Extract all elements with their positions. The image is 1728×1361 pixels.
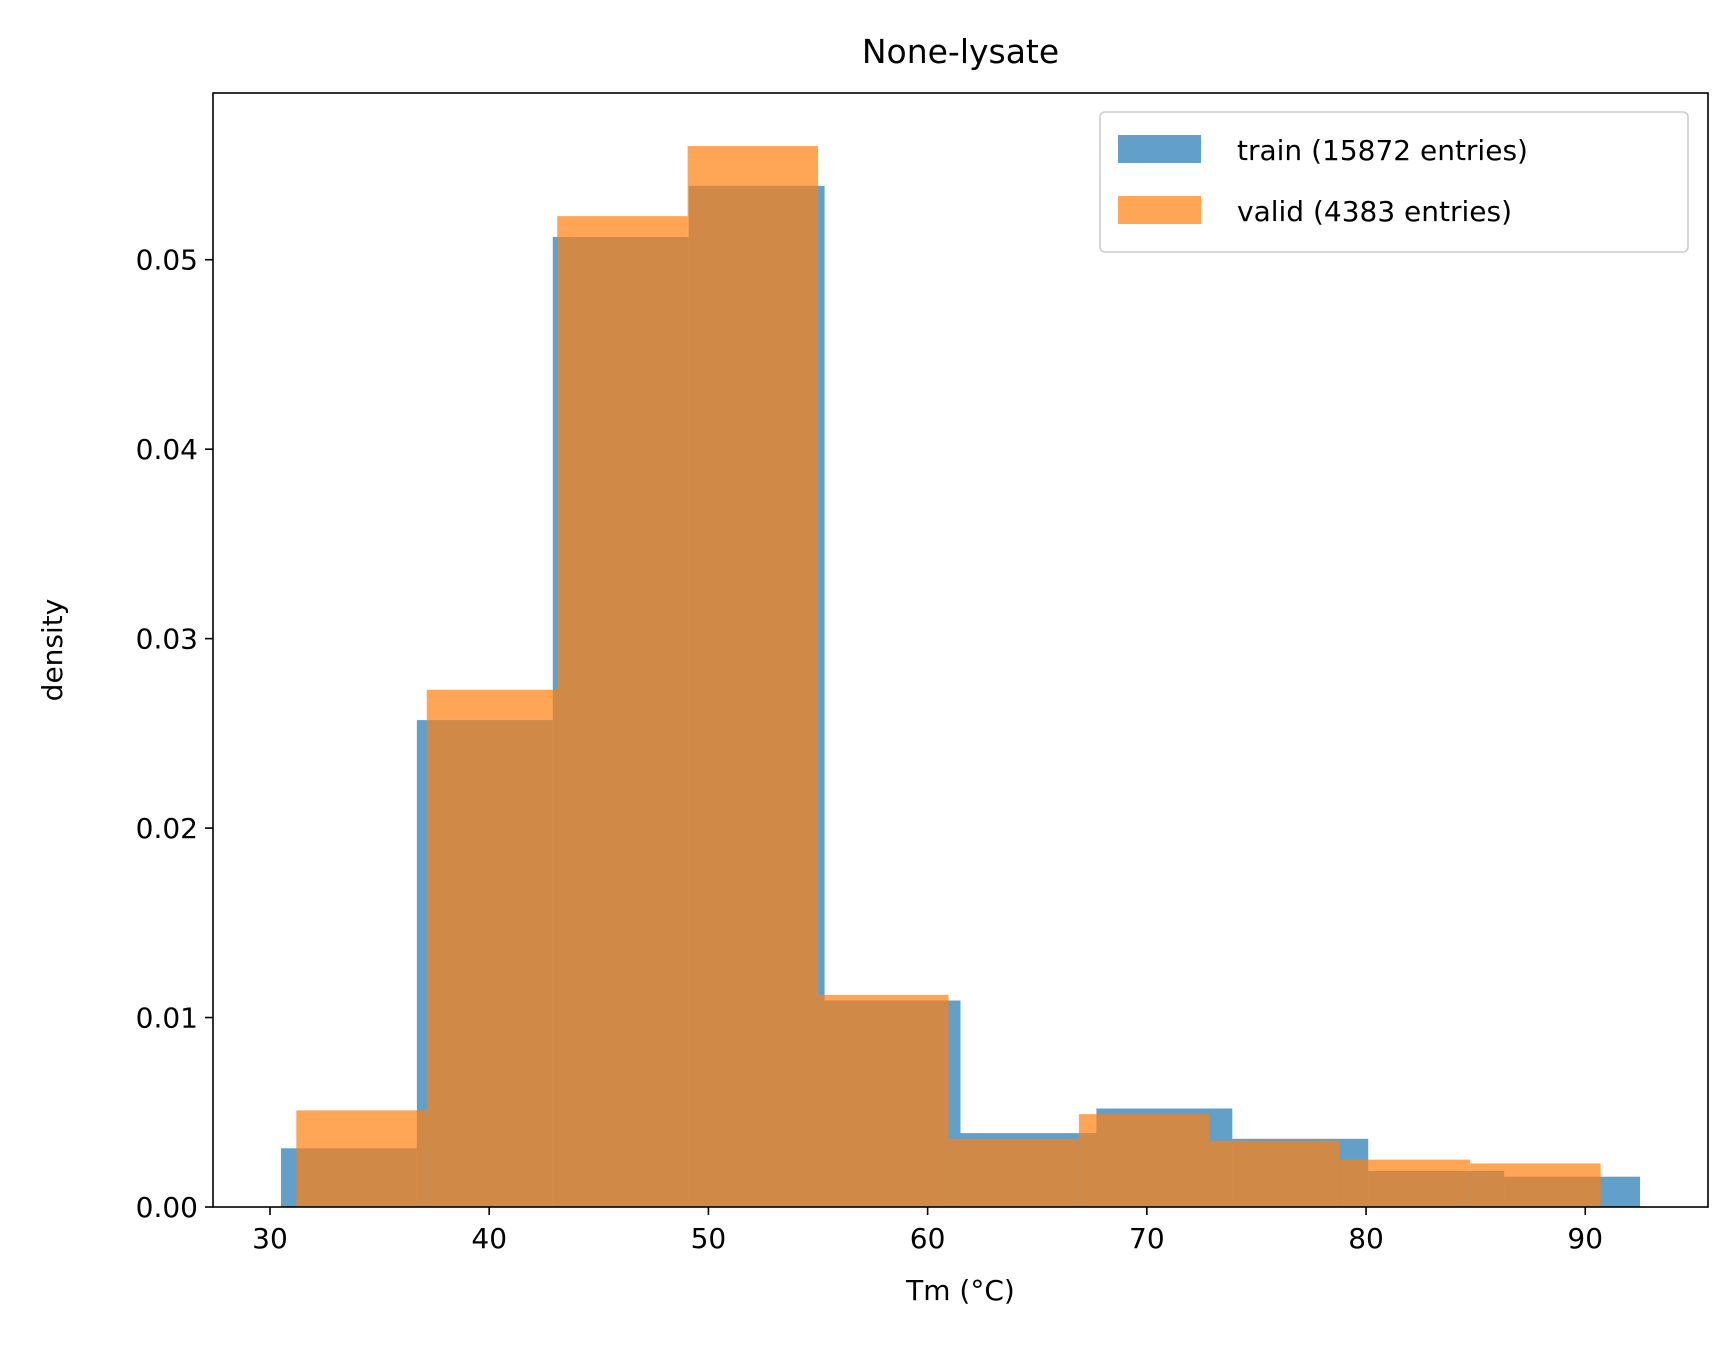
bars-layer — [280, 146, 1641, 1208]
x-tick-label: 80 — [1348, 1222, 1384, 1255]
x-axis-title: Tm (°C) — [905, 1274, 1015, 1307]
legend-label-valid: valid (4383 entries) — [1237, 195, 1512, 228]
legend-swatch-train — [1118, 135, 1201, 163]
x-tick-label: 40 — [471, 1222, 507, 1255]
x-tick-label: 30 — [252, 1222, 288, 1255]
y-tick-label: 0.02 — [136, 812, 198, 845]
x-tick-label: 70 — [1129, 1222, 1165, 1255]
y-tick-label: 0.01 — [136, 1002, 198, 1035]
bar-valid-1 — [426, 689, 558, 1207]
y-axis: 0.00 0.01 0.02 0.03 0.04 0.05 — [136, 244, 213, 1224]
y-tick-label: 0.03 — [136, 623, 198, 656]
y-tick-label: 0.00 — [136, 1191, 198, 1224]
bar-valid-6 — [1078, 1114, 1210, 1207]
y-tick-label: 0.05 — [136, 244, 198, 277]
bar-valid-3 — [687, 146, 819, 1208]
plot-frame — [212, 92, 1709, 1208]
x-axis: 30 40 50 60 70 80 90 — [252, 1207, 1603, 1255]
x-tick-label: 50 — [691, 1222, 727, 1255]
legend-swatch-valid — [1118, 196, 1201, 224]
legend-box — [1099, 111, 1689, 253]
y-tick-label: 0.04 — [136, 433, 198, 466]
bar-valid-4 — [818, 994, 949, 1207]
bar-valid-5 — [948, 1138, 1079, 1207]
legend-label-train: train (15872 entries) — [1237, 134, 1528, 167]
bar-valid-2 — [557, 216, 688, 1208]
bar-valid-8 — [1339, 1159, 1471, 1207]
bar-valid-9 — [1470, 1163, 1601, 1207]
chart-title: None-lysate — [862, 32, 1059, 71]
x-tick-label: 60 — [910, 1222, 946, 1255]
bar-valid-7 — [1209, 1140, 1340, 1207]
bar-valid-0 — [296, 1110, 427, 1207]
legend: train (15872 entries) valid (4383 entries… — [1099, 111, 1689, 253]
x-tick-label: 90 — [1567, 1222, 1603, 1255]
y-axis-title: density — [36, 599, 69, 702]
